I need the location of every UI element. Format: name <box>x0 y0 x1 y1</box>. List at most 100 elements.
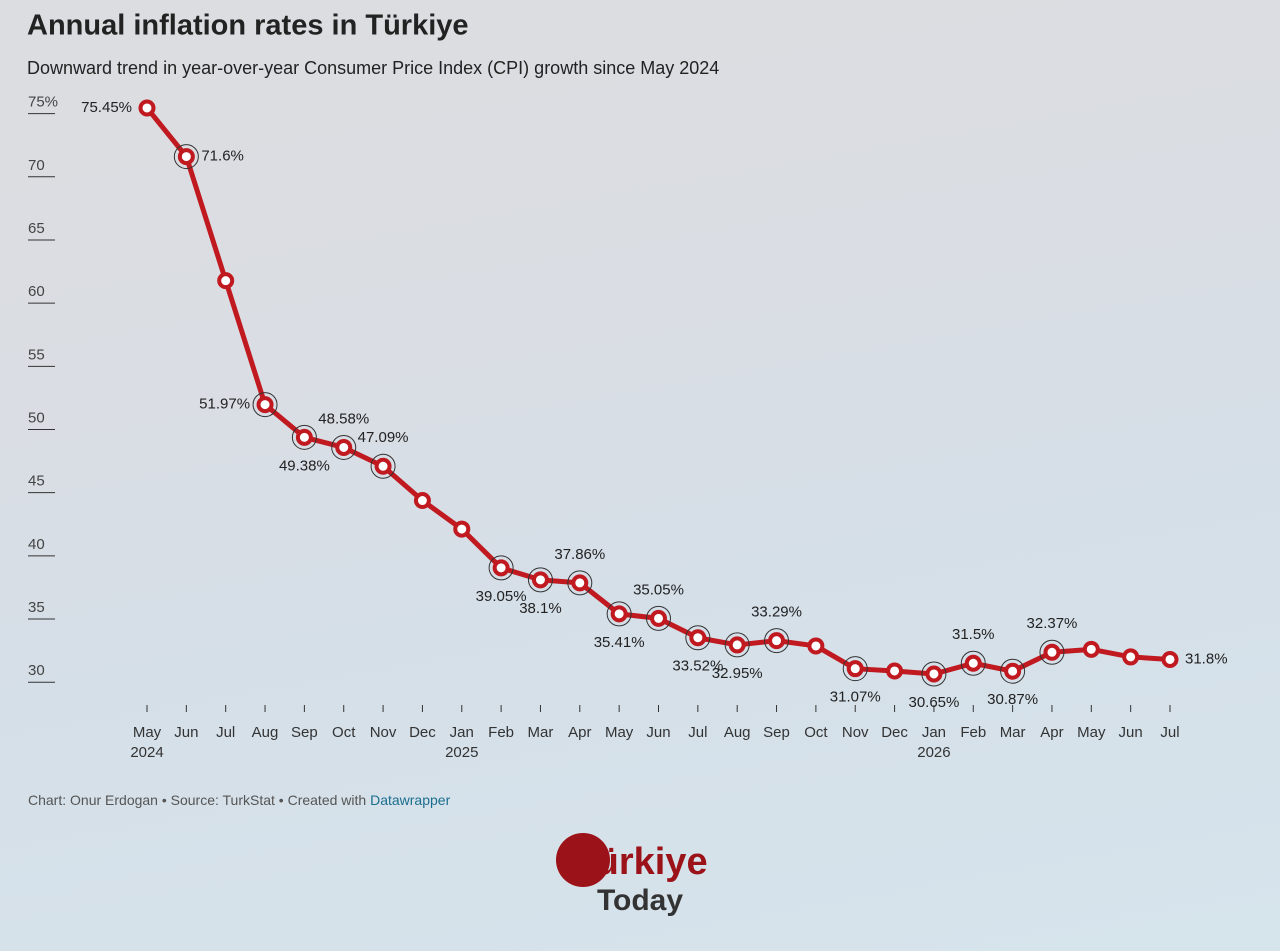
logo-top: Türkiye <box>572 841 707 883</box>
x-tick-label: Jan 2025 <box>445 724 479 761</box>
x-tick-label: Jul <box>1160 724 1180 741</box>
y-tick-label: 70 <box>28 157 45 174</box>
x-tick-label: May 2024 <box>130 724 164 761</box>
x-tick-label: Jan 2026 <box>917 724 951 761</box>
x-tick-label: Dec <box>409 724 436 741</box>
x-tick-label: Sep <box>763 724 790 741</box>
point-ring <box>331 434 357 460</box>
x-tick-label: Aug <box>723 724 751 741</box>
data-label: 30.65% <box>908 694 959 711</box>
source: Chart: Onur Erdogan • Source: TurkStat •… <box>28 792 367 808</box>
point-ring <box>567 570 593 596</box>
y-tick-label: 50 <box>28 409 45 426</box>
logo-mark <box>556 833 610 887</box>
data-label: 37.86% <box>554 546 605 563</box>
source-link[interactable]: Datawrapper <box>370 792 451 808</box>
point-ring <box>1000 658 1026 684</box>
x-tick-label: Jun <box>1118 724 1143 741</box>
x-tick-label: Sep <box>291 724 318 741</box>
data-label: 33.52% <box>672 658 723 675</box>
point <box>177 148 195 166</box>
x-tick-label: Aug <box>251 724 279 741</box>
data-label: 31.5% <box>952 626 995 643</box>
point <box>1161 650 1179 668</box>
point-ring <box>724 632 750 658</box>
point <box>413 492 431 510</box>
chart-subtitle: Downward trend in year-over-year Consume… <box>27 58 719 78</box>
data-label: 32.95% <box>712 665 763 682</box>
x-tick-label: Oct <box>804 724 828 741</box>
x-tick-label: Apr <box>1040 724 1064 741</box>
x-tick-label: Jun <box>174 724 199 741</box>
x-tick-label: Nov <box>841 724 869 741</box>
y-tick-label: 30 <box>28 662 45 679</box>
point <box>571 574 589 592</box>
data-label: 39.05% <box>476 588 527 605</box>
data-label: 31.07% <box>830 689 881 706</box>
data-label: 35.41% <box>594 634 645 651</box>
data-label: 35.05% <box>633 581 684 598</box>
point <box>295 428 313 446</box>
point <box>610 605 628 623</box>
data-label: 71.6% <box>201 148 244 165</box>
x-tick-label: Feb <box>488 724 515 741</box>
point <box>807 637 825 655</box>
x-tick-label: Jul <box>216 724 236 741</box>
point-ring <box>685 625 711 651</box>
point <box>925 665 943 683</box>
logo-bottom: Today <box>597 884 683 917</box>
point-ring <box>842 656 868 682</box>
y-tick-label: 65 <box>28 220 45 237</box>
point-ring <box>606 601 632 627</box>
data-label: 49.38% <box>279 457 330 474</box>
x-tick-label: Jul <box>688 724 708 741</box>
point <box>689 629 707 647</box>
data-label: 31.8% <box>1185 650 1228 667</box>
x-tick-label: Dec <box>881 724 908 741</box>
point-ring <box>646 605 671 631</box>
point-ring <box>527 567 553 593</box>
y-tick-label: 40 <box>28 536 45 553</box>
chart-title: Annual inflation rates in Türkiye <box>27 10 469 42</box>
data-label: 48.58% <box>318 410 369 427</box>
point <box>217 272 235 290</box>
x-tick-label: Mar <box>527 724 554 741</box>
y-tick-label: 75% <box>28 94 58 111</box>
point <box>886 662 904 680</box>
point-ring <box>960 650 986 676</box>
point <box>453 520 471 538</box>
x-tick-label: Nov <box>369 724 397 741</box>
point-ring <box>488 555 514 581</box>
y-tick-label: 60 <box>28 283 45 300</box>
data-label: 30.87% <box>987 691 1038 708</box>
x-tick-label: Feb <box>960 724 987 741</box>
point-ring <box>764 628 790 654</box>
y-tick-label: 55 <box>28 346 45 363</box>
x-tick-label: Mar <box>999 724 1026 741</box>
point <box>650 609 667 627</box>
point <box>1043 643 1061 661</box>
data-label: 75.45% <box>81 99 132 116</box>
point <box>1004 662 1022 680</box>
point <box>138 99 156 117</box>
data-label: 38.1% <box>519 600 562 617</box>
data-label: 32.37% <box>1027 615 1078 632</box>
y-tick-label: 45 <box>28 473 45 490</box>
data-label: 33.29% <box>751 604 802 621</box>
point <box>728 636 746 654</box>
y-tick-label: 35 <box>28 599 45 616</box>
x-tick-label: Jun <box>646 724 671 741</box>
point <box>1122 648 1140 666</box>
point <box>768 632 786 650</box>
point <box>256 396 274 414</box>
data-label: 51.97% <box>199 396 250 413</box>
point <box>846 660 864 678</box>
point-ring <box>291 424 317 450</box>
point <box>335 438 353 456</box>
x-tick-label: May <box>1077 724 1106 741</box>
x-tick-label: May <box>604 724 634 741</box>
x-tick-label: Oct <box>332 724 356 741</box>
data-label: 47.09% <box>358 429 409 446</box>
